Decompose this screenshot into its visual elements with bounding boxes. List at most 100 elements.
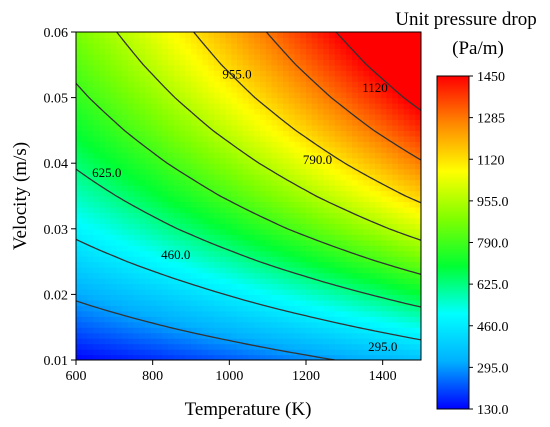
heatmap-cell [87,261,94,268]
heatmap-cell [179,163,186,170]
heatmap-cell [127,288,135,295]
heatmap-cell [294,245,301,252]
heatmap-cell [168,294,175,301]
heatmap-cell [369,179,376,186]
heatmap-cell [254,119,261,126]
heatmap-cell [219,103,227,110]
heatmap-cell [139,168,146,175]
heatmap-cell [346,130,353,137]
heatmap-cell [254,185,261,192]
heatmap-cell [380,124,388,131]
heatmap-cell [173,223,181,230]
heatmap-cell [254,75,261,82]
heatmap-cell [76,163,83,170]
heatmap-cell [380,42,388,49]
heatmap-cell [294,92,301,99]
heatmap-cell [93,124,100,131]
heatmap-cell [237,206,244,213]
heatmap-cell [202,272,209,279]
heatmap-cell [311,114,319,121]
heatmap-cell [87,32,94,39]
heatmap-cell [242,343,250,350]
heatmap-cell [288,267,296,274]
heatmap-cell [398,201,405,208]
heatmap-cell [122,119,129,126]
heatmap-cell [403,135,411,142]
heatmap-cell [294,223,301,230]
heatmap-cell [237,48,244,55]
heatmap-cell [225,168,232,175]
heatmap-cell [202,48,209,55]
heatmap-cell [110,354,117,360]
heatmap-cell [196,141,204,148]
heatmap-cell [104,206,112,213]
heatmap-cell [168,349,175,356]
heatmap-cell [271,81,278,88]
heatmap-cell [409,316,416,323]
heatmap-cell [409,190,416,197]
heatmap-cell [409,163,416,170]
heatmap-cell [392,223,399,230]
heatmap-cell [300,53,307,60]
heatmap-cell [242,245,250,252]
heatmap-cell [415,245,421,252]
heatmap-cell [283,53,290,60]
heatmap-cell [208,92,215,99]
heatmap-cell [265,190,273,197]
heatmap-cell [392,92,399,99]
heatmap-cell [81,64,89,71]
heatmap-cell [208,327,215,334]
heatmap-cell [294,234,301,241]
heatmap-cell [179,310,186,317]
heatmap-cell [403,278,411,285]
heatmap-cell [346,59,353,66]
heatmap-cell [219,152,227,159]
heatmap-cell [133,217,140,224]
heatmap-cell [271,272,278,279]
heatmap-cell [156,278,163,285]
heatmap-cell [110,174,117,181]
heatmap-cell [237,343,244,350]
heatmap-cell [300,174,307,181]
heatmap-cell [191,206,198,213]
heatmap-cell [76,135,83,142]
heatmap-cell [196,321,204,328]
heatmap-cell [185,75,192,82]
heatmap-cell [352,163,359,170]
heatmap-cell [191,130,198,137]
heatmap-cell [317,212,324,219]
heatmap-cell [300,338,307,345]
heatmap-cell [375,272,382,279]
heatmap-cell [340,163,347,170]
heatmap-cell [340,228,347,235]
heatmap-cell [277,327,284,334]
heatmap-cell [231,124,238,131]
heatmap-cell [386,228,393,235]
heatmap-cell [122,212,129,219]
heatmap-cell [352,283,359,290]
heatmap-cell [179,305,186,312]
heatmap-cell [306,272,313,279]
heatmap-cell [237,332,244,339]
heatmap-cell [127,42,135,49]
heatmap-cell [242,174,250,181]
heatmap-cell [380,196,388,203]
heatmap-cell [415,332,421,339]
heatmap-cell [265,37,273,44]
heatmap-cell [156,223,163,230]
heatmap-cell [392,196,399,203]
heatmap-cell [242,64,250,71]
heatmap-cell [357,103,365,110]
heatmap-cell [306,299,313,306]
heatmap-cell [76,310,83,317]
heatmap-cell [254,201,261,208]
heatmap-cell [173,305,181,312]
heatmap-cell [133,42,140,49]
heatmap-cell [352,119,359,126]
heatmap-cell [271,245,278,252]
heatmap-cell [202,86,209,93]
heatmap-cell [380,185,388,192]
heatmap-cell [357,228,365,235]
heatmap-cell [380,146,388,153]
heatmap-cell [392,288,399,295]
